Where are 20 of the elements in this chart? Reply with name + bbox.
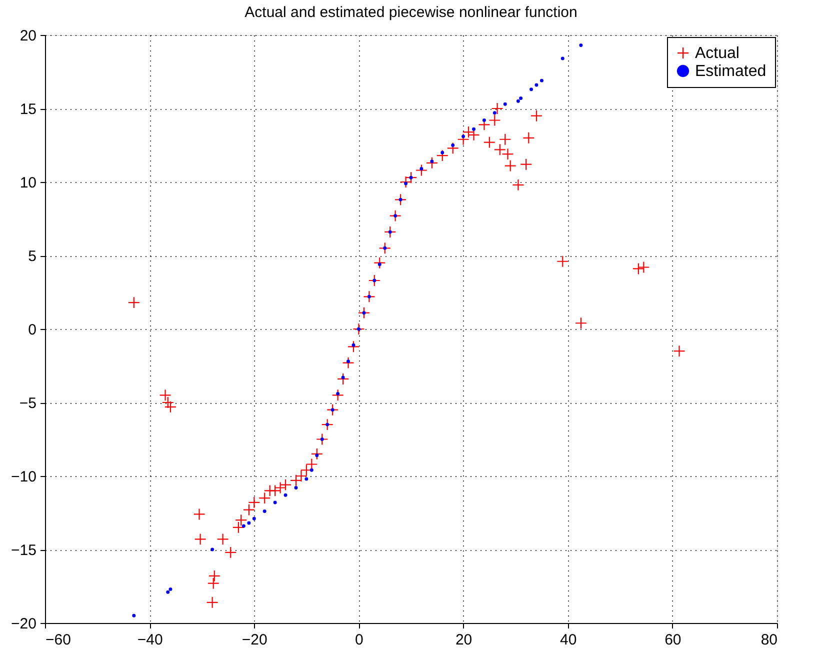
y-tick-label: 15 (20, 101, 36, 118)
y-tick-label: 0 (28, 322, 36, 338)
x-tick-label: 40 (560, 632, 577, 648)
y-tick-label: −10 (11, 468, 36, 486)
x-tick-label: 20 (455, 632, 472, 648)
y-tick-label: 20 (20, 28, 36, 44)
legend-label: Actual (695, 45, 740, 62)
x-tick-label: 80 (760, 632, 778, 648)
x-tick-label: −60 (46, 632, 71, 648)
x-tick-label: −20 (242, 632, 268, 648)
y-tick-label: 5 (28, 248, 36, 265)
y-tick-label: −5 (19, 395, 36, 412)
y-tick-label: −20 (11, 616, 36, 632)
x-tick-label: 0 (355, 632, 364, 648)
legend-label: Estimated (695, 63, 766, 80)
y-tick-label: −15 (11, 542, 36, 559)
y-tick-label: 10 (20, 174, 36, 192)
x-tick-label: −40 (137, 632, 163, 648)
chart-title: Actual and estimated piecewise nonlinear function (244, 4, 578, 21)
x-tick-label: 60 (664, 632, 682, 648)
